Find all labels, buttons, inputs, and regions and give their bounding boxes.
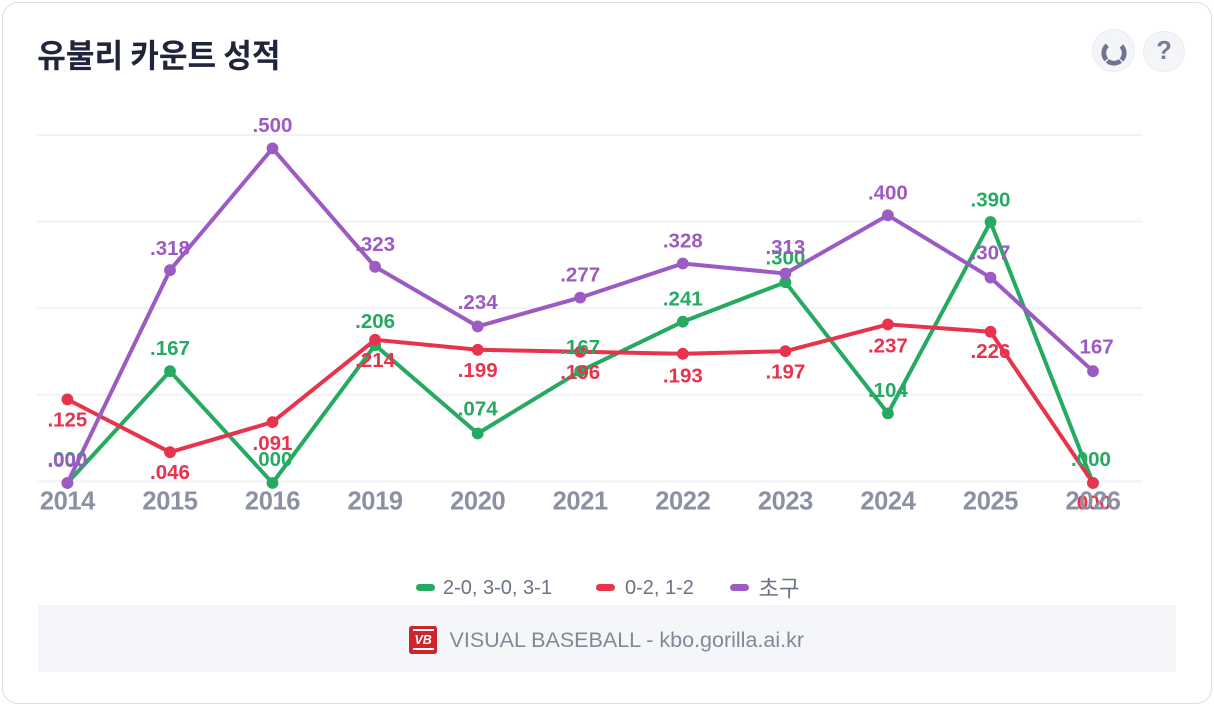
svg-text:.167: .167	[560, 336, 600, 359]
svg-text:.000: .000	[253, 448, 293, 471]
svg-text:.307: .307	[971, 242, 1011, 265]
svg-text:2024: 2024	[860, 488, 916, 516]
svg-text:.091: .091	[253, 432, 293, 455]
svg-text:.196: .196	[560, 361, 600, 384]
svg-text:.193: .193	[663, 365, 703, 388]
svg-text:.400: .400	[868, 182, 908, 205]
svg-text:.000: .000	[47, 449, 87, 472]
svg-text:.074: .074	[458, 398, 498, 421]
svg-text:2020: 2020	[450, 488, 505, 516]
svg-text:.390: .390	[971, 188, 1011, 211]
svg-text:167: 167	[1079, 336, 1113, 359]
svg-text:2019: 2019	[348, 488, 403, 516]
svg-text:.199: .199	[458, 359, 498, 382]
svg-text:.000: .000	[47, 448, 87, 471]
svg-text:.328: .328	[663, 230, 703, 253]
svg-text:2026: 2026	[1065, 488, 1120, 516]
svg-text:.300: .300	[765, 247, 805, 270]
svg-text:2021: 2021	[553, 488, 608, 516]
svg-text:.237: .237	[868, 335, 908, 358]
svg-text:.318: .318	[150, 237, 190, 260]
svg-text:.313: .313	[765, 236, 805, 259]
svg-text:2014: 2014	[40, 488, 96, 516]
svg-text:.104: .104	[868, 379, 908, 402]
svg-text:.226: .226	[971, 340, 1011, 363]
svg-text:.000: .000	[1071, 492, 1111, 515]
svg-text:2015: 2015	[142, 488, 197, 516]
svg-text:.206: .206	[355, 310, 395, 333]
svg-text:.197: .197	[765, 360, 805, 383]
svg-text:2025: 2025	[963, 488, 1018, 516]
svg-text:2023: 2023	[758, 488, 813, 516]
svg-text:.500: .500	[253, 114, 293, 137]
svg-text:.214: .214	[355, 349, 395, 372]
svg-text:.323: .323	[355, 233, 395, 256]
svg-text:2016: 2016	[245, 488, 300, 516]
svg-text:2022: 2022	[655, 488, 710, 516]
svg-text:.125: .125	[47, 408, 87, 431]
svg-text:.167: .167	[150, 337, 190, 360]
svg-text:.046: .046	[150, 461, 190, 484]
svg-text:.241: .241	[663, 288, 703, 311]
svg-text:.277: .277	[560, 264, 600, 287]
svg-text:.234: .234	[458, 291, 498, 314]
svg-text:.000: .000	[1071, 448, 1111, 471]
